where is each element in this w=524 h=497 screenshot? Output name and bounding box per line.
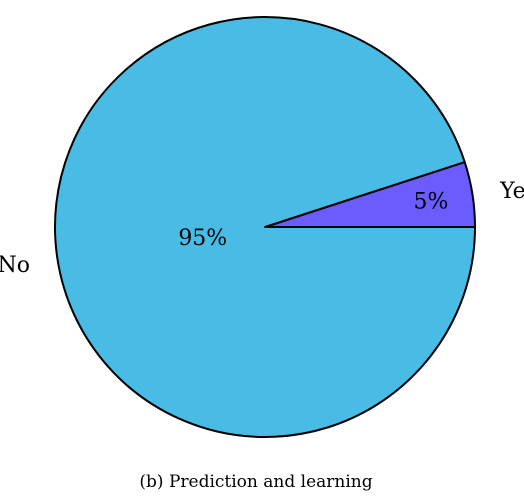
pie-slice-no <box>54 16 476 438</box>
pie-labels: Yes 5% No 95% <box>0 179 524 278</box>
pie-label-yes: Yes <box>499 179 524 204</box>
pie-pct-no: 95% <box>178 226 227 251</box>
chart-caption: (b) Prediction and learning <box>139 472 372 492</box>
pie-slices <box>54 16 476 438</box>
pie-label-no: No <box>0 253 30 278</box>
pie-pct-yes: 5% <box>413 190 448 215</box>
